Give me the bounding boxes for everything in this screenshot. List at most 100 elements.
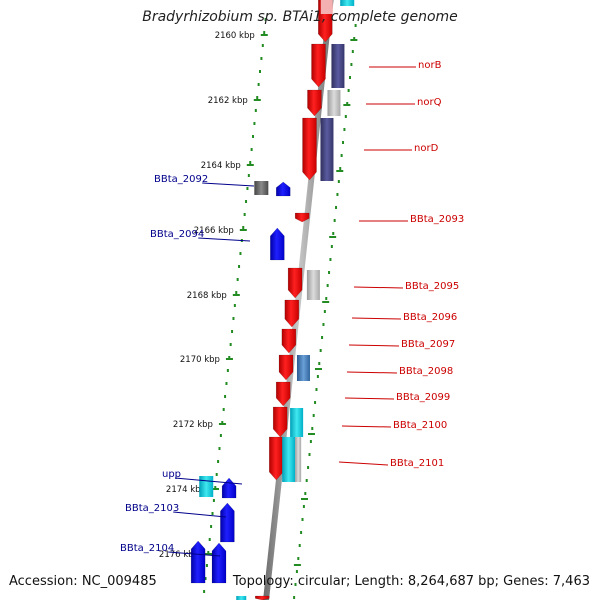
minor-tick [257, 83, 260, 86]
minor-tick [339, 167, 342, 170]
minor-tick [297, 557, 300, 560]
forward-gene [311, 43, 326, 88]
forward-gene [278, 354, 294, 381]
genome-title: Bradyrhizobium sp. BTAi1, complete genom… [142, 9, 458, 25]
ruler-label: 2176 kbp [159, 550, 199, 560]
gene-label[interactable]: norQ [417, 97, 442, 108]
minor-tick [260, 57, 263, 60]
accession-text: Accession: NC_009485 [9, 574, 157, 589]
ruler-label: 2162 kbp [208, 96, 248, 106]
major-tick [225, 358, 233, 360]
minor-tick [224, 395, 227, 398]
minor-tick [225, 382, 228, 385]
major-tick [253, 99, 261, 101]
forward-gene [281, 328, 297, 354]
minor-tick [235, 291, 238, 294]
gene-label[interactable]: norD [414, 143, 439, 154]
gene-label[interactable]: BBta_2104 [120, 543, 174, 554]
gene-label[interactable]: BBta_2098 [399, 366, 453, 377]
minor-tick [295, 570, 298, 573]
minor-tick [233, 304, 236, 307]
minor-tick [208, 538, 211, 541]
gene-label[interactable]: upp [162, 469, 181, 480]
minor-tick [293, 596, 296, 599]
minor-tick [254, 109, 257, 112]
gene-label[interactable]: BBta_2103 [125, 503, 179, 514]
gene-label[interactable]: BBta_2094 [150, 229, 204, 240]
major-tick [314, 368, 322, 370]
label-leader-line [351, 317, 402, 320]
reverse-gene [211, 542, 227, 584]
minor-tick [344, 115, 347, 118]
homolog-block [306, 270, 320, 300]
minor-tick [305, 479, 308, 482]
homolog-block [296, 355, 310, 381]
minor-tick [301, 518, 304, 521]
major-tick [239, 229, 247, 231]
minor-tick [205, 564, 208, 567]
minor-tick [311, 427, 314, 430]
gene-label[interactable]: BBta_2100 [393, 420, 447, 431]
minor-tick [242, 226, 245, 229]
minor-tick [236, 278, 239, 281]
minor-tick [337, 180, 340, 183]
ruler-label: 2168 kbp [187, 291, 227, 301]
minor-tick [219, 434, 222, 437]
minor-tick [312, 414, 315, 417]
minor-tick [226, 369, 229, 372]
gene-label[interactable]: BBta_2101 [390, 458, 444, 469]
major-tick [260, 34, 268, 36]
minor-tick [321, 336, 324, 339]
gene-label[interactable]: norB [418, 60, 442, 71]
major-tick [232, 294, 240, 296]
minor-tick [247, 174, 250, 177]
minor-tick [314, 401, 317, 404]
minor-tick [340, 154, 343, 157]
major-tick [322, 301, 330, 303]
minor-tick [329, 258, 332, 261]
gene-label[interactable]: BBta_2092 [154, 174, 208, 185]
minor-tick [315, 388, 318, 391]
minor-tick [207, 551, 210, 554]
topology-text: Topology: circular; Length: 8,264,687 bp… [232, 574, 590, 589]
minor-tick [231, 330, 234, 333]
ruler-label: 2160 kbp [215, 31, 255, 41]
major-tick [350, 39, 358, 41]
minor-tick [351, 50, 354, 53]
reverse-gene [220, 502, 235, 543]
major-tick [301, 498, 309, 500]
major-tick [336, 170, 344, 172]
forward-gene [272, 406, 288, 438]
homolog-block [236, 596, 247, 600]
label-leader-line [175, 477, 243, 485]
minor-tick [229, 343, 232, 346]
minor-tick [354, 24, 357, 27]
forward-gene [294, 212, 310, 223]
minor-tick [298, 544, 301, 547]
label-leader-line [173, 511, 227, 518]
minor-tick [343, 128, 346, 131]
label-leader-line [341, 425, 392, 428]
minor-tick [214, 486, 217, 489]
ruler-label: 2164 kbp [201, 161, 241, 171]
forward-gene [284, 299, 300, 328]
gene-label[interactable]: BBta_2099 [396, 392, 450, 403]
reverse-gene [190, 540, 206, 584]
ruler-label: 2174 kbp [166, 485, 206, 495]
label-leader-line [198, 237, 251, 242]
homolog-block [282, 437, 296, 482]
minor-tick [243, 213, 246, 216]
major-tick [329, 236, 337, 238]
minor-tick [302, 505, 305, 508]
forward-gene [275, 381, 291, 407]
gene-label[interactable]: BBta_2093 [410, 214, 464, 225]
ruler-label: 2172 kbp [173, 420, 213, 430]
gene-label[interactable]: BBta_2096 [403, 312, 457, 323]
homolog-block [295, 437, 302, 482]
minor-tick [300, 531, 303, 534]
major-tick [293, 564, 301, 566]
forward-gene [320, 0, 333, 14]
gene-label[interactable]: BBta_2095 [405, 281, 459, 292]
minor-tick [252, 135, 255, 138]
gene-label[interactable]: BBta_2097 [401, 339, 455, 350]
